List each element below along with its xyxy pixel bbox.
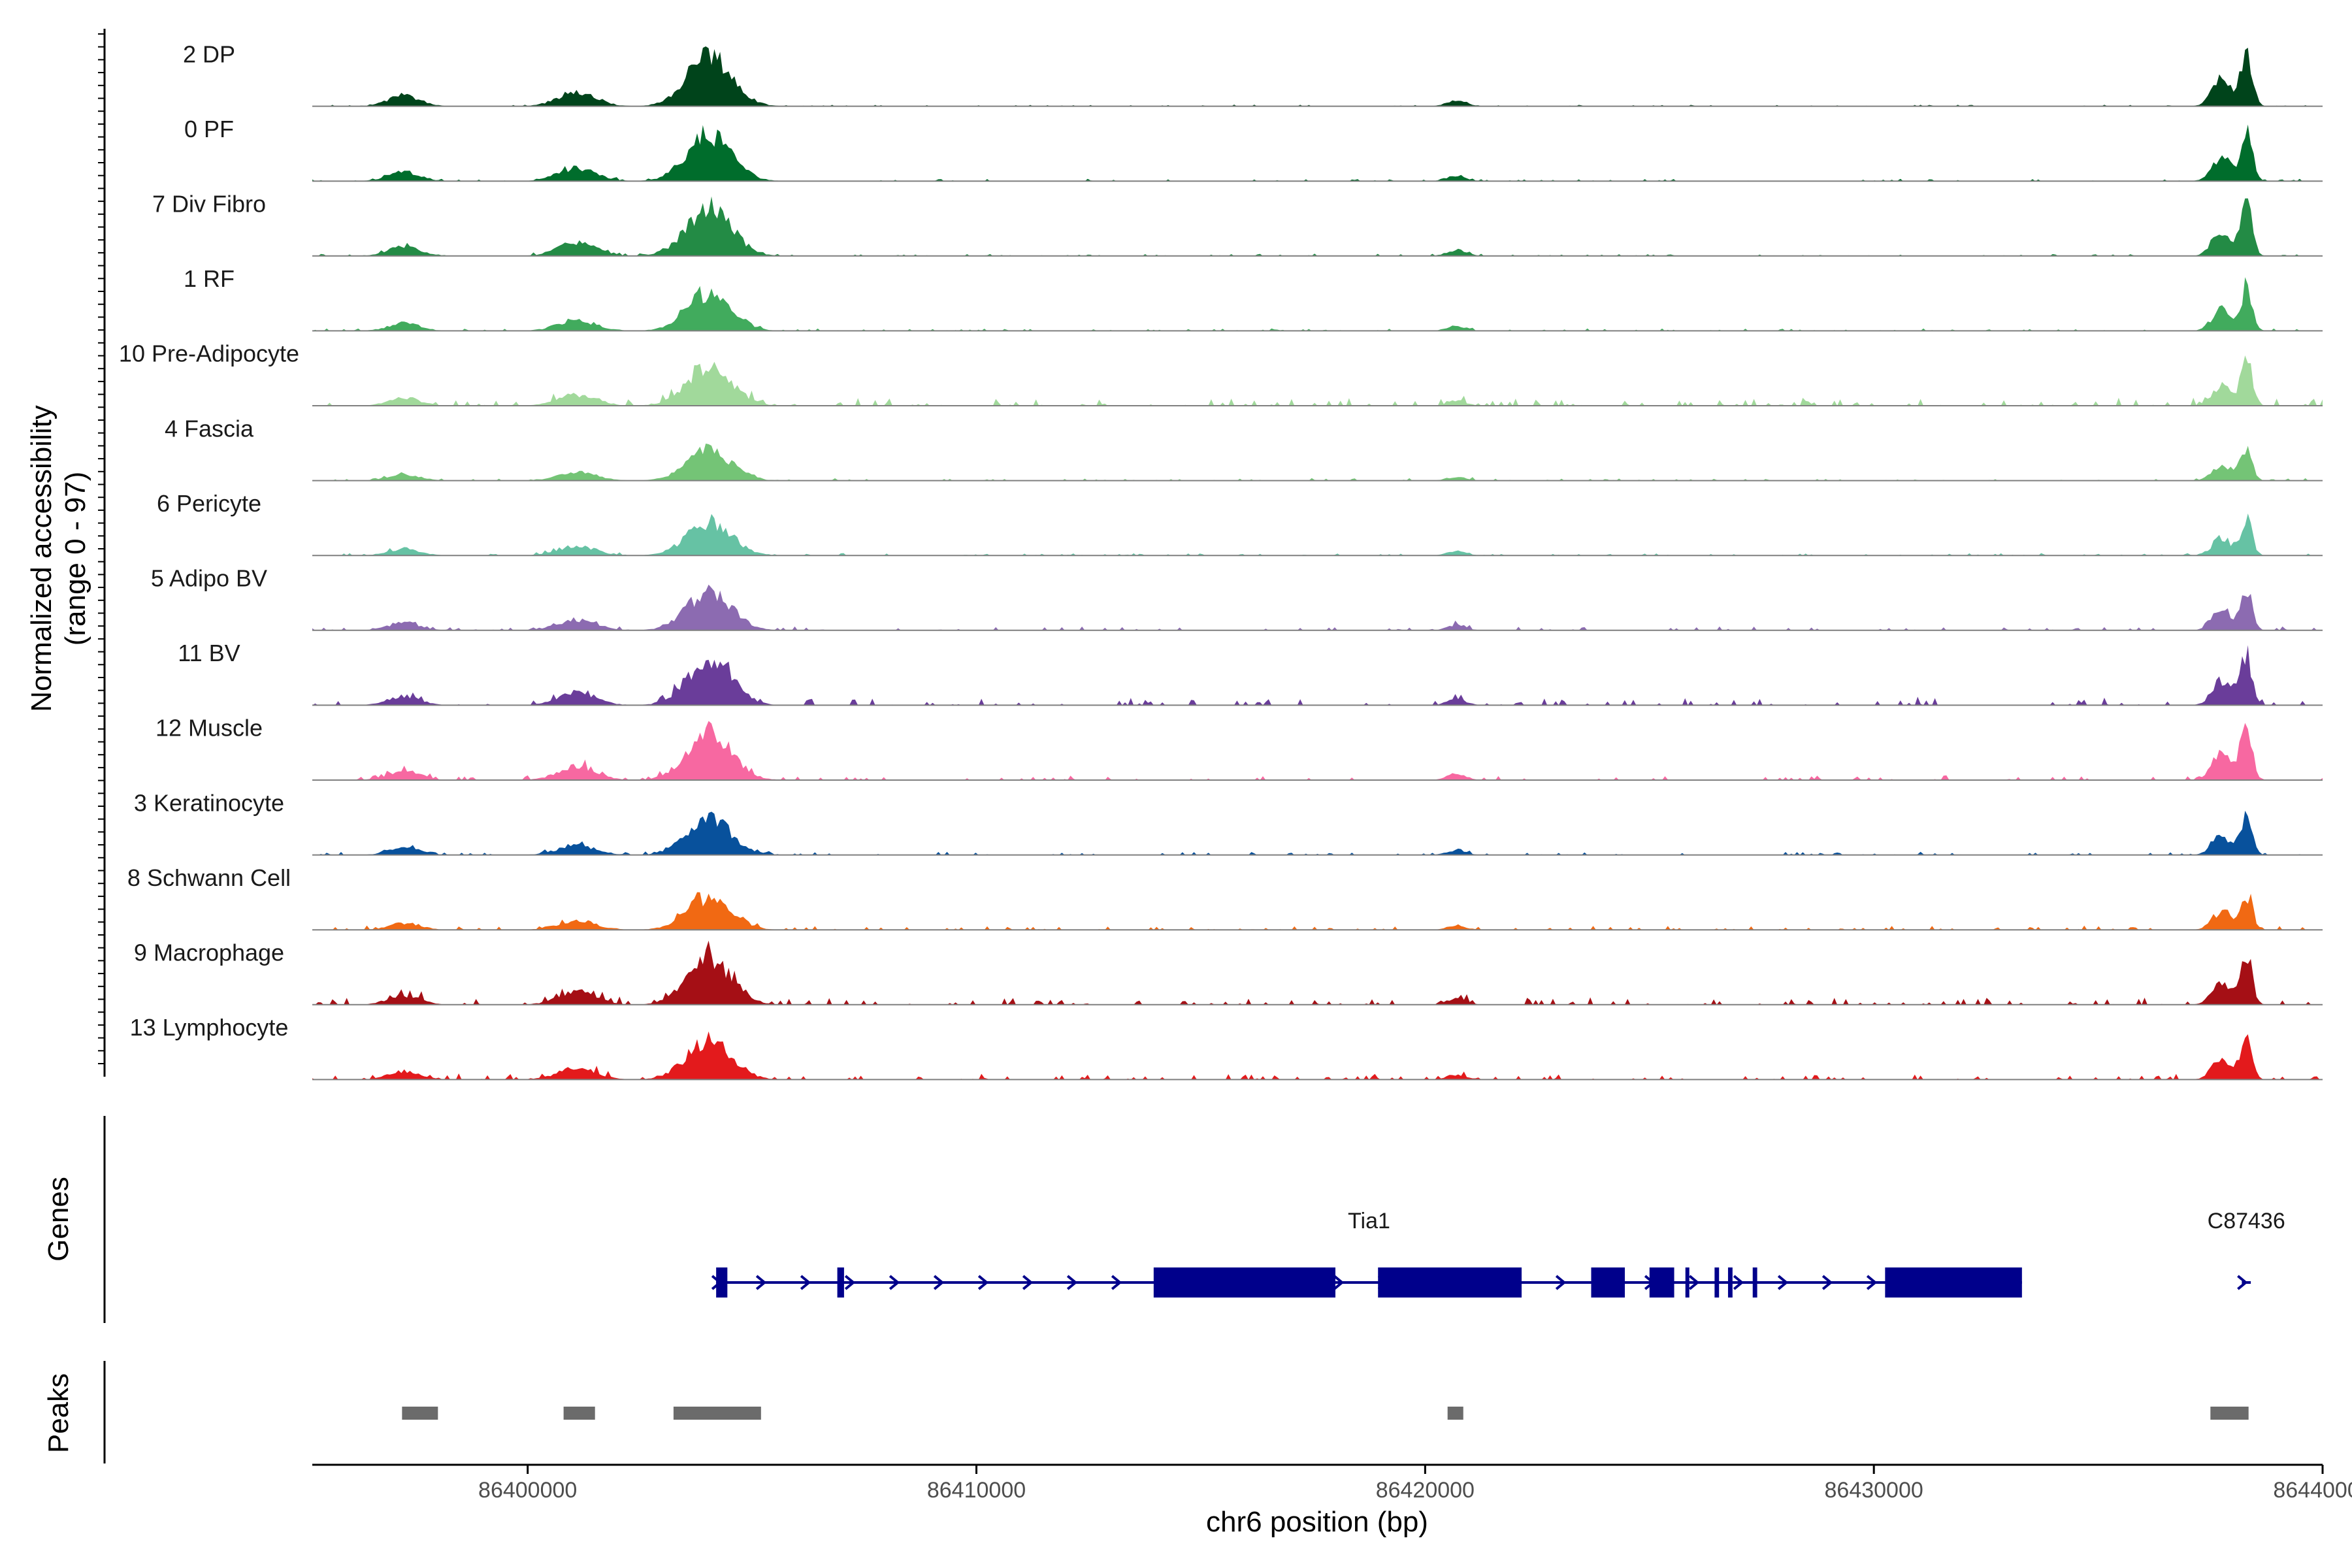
strand-arrow [1866, 1275, 1878, 1290]
x-tick-label: 86420000 [1376, 1478, 1475, 1503]
track-label: 11 BV [178, 640, 240, 666]
strand-arrow [1555, 1275, 1567, 1290]
track-label: 7 Div Fibro [152, 191, 266, 218]
exon [1153, 1267, 1335, 1298]
coverage-area [312, 584, 2323, 630]
exon [1714, 1267, 1720, 1298]
track-label: 9 Macrophage [134, 939, 284, 966]
track-label: 4 Fascia [165, 415, 254, 442]
strand-arrow [1688, 1275, 1700, 1290]
track-label: 2 DP [183, 41, 235, 67]
exon [1685, 1267, 1690, 1298]
exon [1649, 1267, 1674, 1298]
y-axis-title-line2: (range 0 - 97) [59, 472, 91, 646]
strand-arrow [844, 1275, 856, 1290]
gene-name: Tia1 [1348, 1209, 1390, 1233]
coverage-area [312, 355, 2323, 406]
y-axis-title-line1: Normalized accessibility [25, 405, 57, 711]
coverage-area [312, 277, 2323, 331]
coverage-area [312, 46, 2323, 106]
x-axis-ticks: 86400000 86410000 86420000 86430000 86440000 [478, 1465, 2352, 1503]
strand-arrow [1111, 1275, 1122, 1290]
x-tick-label: 86430000 [1825, 1478, 1923, 1503]
track-label: 10 Pre-Adipocyte [119, 340, 299, 367]
coverage-area [312, 124, 2323, 182]
strand-arrow [977, 1275, 989, 1290]
coverage-area [312, 196, 2323, 256]
strand-arrow [2237, 1275, 2248, 1290]
strand-arrow [933, 1275, 945, 1290]
coverage-area [312, 892, 2323, 930]
coverage-area [312, 810, 2323, 855]
track-label: 3 Keratinocyte [134, 789, 284, 816]
coverage-area [312, 444, 2323, 481]
strand-arrow [1022, 1275, 1034, 1290]
coverage-area [312, 514, 2323, 556]
track-label: 12 Muscle [155, 715, 263, 742]
exon [1752, 1267, 1757, 1298]
peak-region [1447, 1407, 1463, 1420]
coverage-area [312, 721, 2323, 780]
peak-region [2210, 1407, 2249, 1420]
genes-section-title: Genes [42, 1177, 74, 1262]
strand-arrow [1066, 1275, 1078, 1290]
exon [1885, 1267, 2022, 1298]
strand-arrow [755, 1275, 767, 1290]
peaks-section-title: Peaks [42, 1373, 74, 1453]
track-label: 5 Adipo BV [151, 565, 267, 592]
track-label: 1 RF [184, 265, 235, 292]
x-axis-title: chr6 position (bp) [1206, 1506, 1428, 1538]
x-tick-label: 86440000 [2273, 1478, 2352, 1503]
strand-arrow [889, 1275, 900, 1290]
exon [1727, 1267, 1733, 1298]
strand-arrow [800, 1275, 811, 1290]
gene-annotation: Tia1 C87436 [711, 1209, 2285, 1298]
strand-arrow [1821, 1275, 1833, 1290]
x-tick-label: 86410000 [927, 1478, 1026, 1503]
strand-arrow [1333, 1275, 1345, 1290]
peak-region [673, 1407, 761, 1420]
strand-arrow [1777, 1275, 1789, 1290]
coverage-area [312, 1031, 2323, 1080]
gene-name: C87436 [2208, 1209, 2285, 1233]
peak-regions [402, 1407, 2249, 1420]
exon [1378, 1267, 1522, 1298]
exon [716, 1267, 728, 1298]
track-label: 6 Pericyte [157, 490, 261, 517]
coverage-area [312, 940, 2323, 1005]
x-tick-label: 86400000 [478, 1478, 577, 1503]
peak-region [563, 1407, 595, 1420]
exon [1591, 1267, 1625, 1298]
track-label: 8 Schwann Cell [127, 864, 291, 891]
y-axis-ticks [98, 33, 105, 1064]
track-label: 13 Lymphocyte [130, 1014, 289, 1041]
coverage-tracks: 2 DP 0 PF 7 Div Fibro 1 RF 10 Pre-Adipocyte 4… [119, 41, 2323, 1081]
coverage-area [312, 645, 2323, 706]
track-label: 0 PF [184, 116, 234, 142]
peak-region [402, 1407, 438, 1420]
exon [837, 1267, 844, 1298]
strand-arrow [1733, 1275, 1744, 1290]
